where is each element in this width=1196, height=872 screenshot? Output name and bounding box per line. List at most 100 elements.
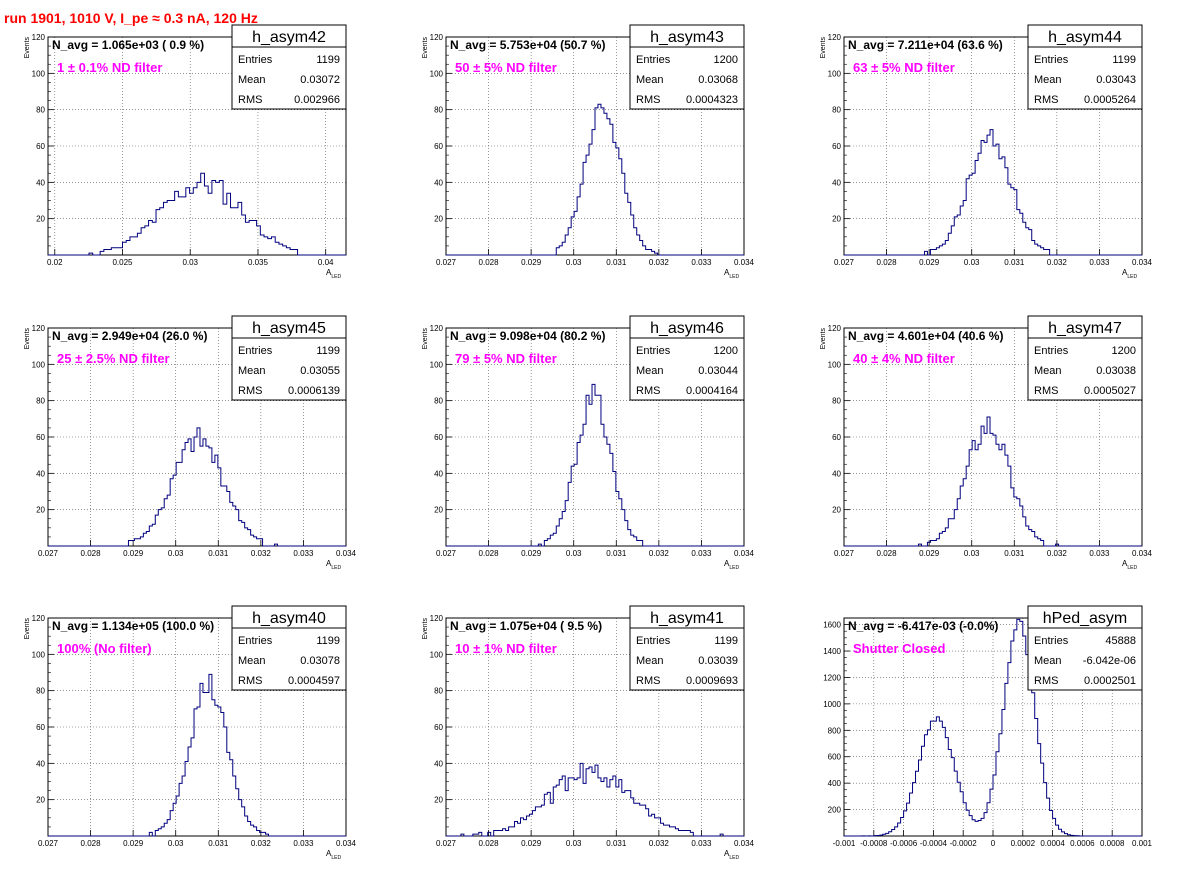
stat-value: 0.03039 [698, 655, 738, 667]
x-tick-label: 0.03 [566, 549, 582, 558]
x-axis-title-subscript: LED [331, 565, 341, 571]
x-tick-label: 0.033 [1089, 258, 1110, 267]
x-tick-label: 0.031 [606, 258, 627, 267]
y-tick-label: 20 [434, 506, 443, 515]
x-tick-label: 0.032 [251, 839, 272, 848]
histogram-name: h_asym44 [1048, 29, 1122, 46]
stat-value: -6.042e-06 [1083, 655, 1136, 667]
stat-label: RMS [238, 94, 262, 106]
y-axis-title: Events [820, 37, 827, 59]
stat-label: RMS [636, 385, 660, 397]
x-tick-label: -0.0008 [860, 839, 888, 848]
histogram-name: h_asym47 [1048, 320, 1122, 337]
y-tick-label: 20 [36, 215, 45, 224]
x-tick-label: 0.03 [964, 549, 980, 558]
histogram-name: h_asym43 [650, 29, 724, 46]
y-tick-label: 80 [36, 687, 45, 696]
histogram-name: h_asym42 [252, 29, 326, 46]
stat-value: 0.0004597 [288, 675, 340, 687]
stat-label: Mean [1034, 655, 1062, 667]
x-tick-label: -0.0004 [920, 839, 948, 848]
stat-label: Entries [636, 345, 671, 357]
page-title: run 1901, 1010 V, I_pe ≈ 0.3 nA, 120 Hz [4, 10, 258, 26]
x-axis-title-subscript: LED [1127, 274, 1137, 280]
y-tick-label: 100 [32, 650, 46, 659]
stat-value: 1199 [714, 635, 738, 647]
x-tick-label: 0.027 [834, 258, 855, 267]
y-tick-label: 80 [434, 687, 443, 696]
y-axis-title: Events [820, 328, 827, 350]
y-axis-title: Events [422, 328, 429, 350]
y-tick-label: 120 [32, 324, 46, 333]
stat-label: Mean [238, 365, 266, 377]
y-tick-label: 1400 [823, 647, 841, 656]
y-tick-label: 600 [828, 753, 842, 762]
stats-box [1027, 315, 1143, 401]
stat-value: 0.03043 [1096, 74, 1136, 86]
navg-label: N_avg = -6.417e-03 (-0.0%) [848, 619, 998, 633]
y-tick-label: 100 [430, 69, 444, 78]
stat-label: RMS [636, 675, 660, 687]
x-axis-title: ALED [326, 268, 341, 280]
y-tick-label: 60 [434, 433, 443, 442]
x-tick-label: 0.031 [606, 839, 627, 848]
filter-annotation: Shutter Closed [853, 641, 946, 656]
x-tick-label: 0.033 [691, 258, 712, 267]
y-tick-label: 1000 [823, 700, 841, 709]
x-tick-label: 0.029 [919, 549, 940, 558]
stat-label: RMS [636, 94, 660, 106]
histogram-panel: 20 40 60 80 100 120 0.027 0.028 0.029 0.03 0.031 0.… [24, 605, 357, 861]
x-tick-label: 0.029 [123, 839, 144, 848]
x-tick-label: 0.034 [1132, 549, 1153, 558]
x-tick-label: 0 [991, 839, 996, 848]
y-tick-label: 20 [832, 215, 841, 224]
x-tick-label: 0.034 [336, 549, 357, 558]
y-tick-label: 120 [430, 614, 444, 623]
x-axis-title-subscript: LED [729, 855, 739, 861]
x-tick-label: 0.028 [81, 839, 102, 848]
x-tick-label: 0.034 [734, 258, 755, 267]
filter-annotation: 50 ± 5% ND filter [455, 60, 557, 75]
y-tick-label: 100 [430, 650, 444, 659]
x-tick-label: 0.031 [606, 549, 627, 558]
stat-value: 1200 [714, 345, 738, 357]
y-axis-title: Events [422, 618, 429, 640]
x-tick-label: 0.031 [1004, 258, 1025, 267]
y-tick-label: 1200 [823, 673, 841, 682]
x-axis-title: ALED [724, 268, 739, 280]
stat-value: 0.03044 [698, 365, 738, 377]
y-tick-label: 40 [36, 178, 45, 187]
x-tick-label: 0.031 [208, 549, 229, 558]
stat-label: Entries [636, 54, 671, 66]
x-tick-label: 0.029 [123, 549, 144, 558]
x-tick-label: 0.032 [1047, 258, 1068, 267]
stats-box [1027, 24, 1143, 110]
filter-annotation: 100% (No filter) [57, 641, 152, 656]
y-tick-label: 120 [32, 614, 46, 623]
stat-value: 0.03072 [300, 74, 340, 86]
y-tick-label: 60 [832, 142, 841, 151]
stat-value: 0.002966 [294, 94, 340, 106]
x-tick-label: 0.04 [318, 258, 334, 267]
y-tick-label: 20 [36, 796, 45, 805]
stat-label: Mean [1034, 74, 1062, 86]
x-tick-label: 0.0006 [1070, 839, 1095, 848]
histogram-series [446, 383, 744, 547]
filter-annotation: 63 ± 5% ND filter [853, 60, 955, 75]
x-tick-label: 0.029 [521, 549, 542, 558]
x-axis-title-subscript: LED [1127, 565, 1137, 571]
x-tick-label: 0.028 [479, 839, 500, 848]
stat-value: 0.0006139 [288, 385, 340, 397]
histogram-panel: 20 40 60 80 100 120 0.027 0.028 0.029 0.03 0.031 0.… [422, 24, 755, 280]
histogram-name: h_asym45 [252, 320, 326, 337]
stat-value: 1199 [316, 635, 340, 647]
stats-box [231, 315, 347, 401]
histogram-series [844, 416, 1142, 547]
x-tick-label: 0.02 [47, 258, 63, 267]
x-tick-label: 0.032 [1047, 549, 1068, 558]
filter-annotation: 40 ± 4% ND filter [853, 351, 955, 366]
histogram-series [48, 673, 346, 837]
histogram-panel: 20 40 60 80 100 120 0.027 0.028 0.029 0.03 0.031 0.… [820, 315, 1153, 571]
navg-label: N_avg = 1.065e+03 ( 0.9 %) [52, 38, 204, 52]
stat-value: 0.0004323 [686, 94, 738, 106]
